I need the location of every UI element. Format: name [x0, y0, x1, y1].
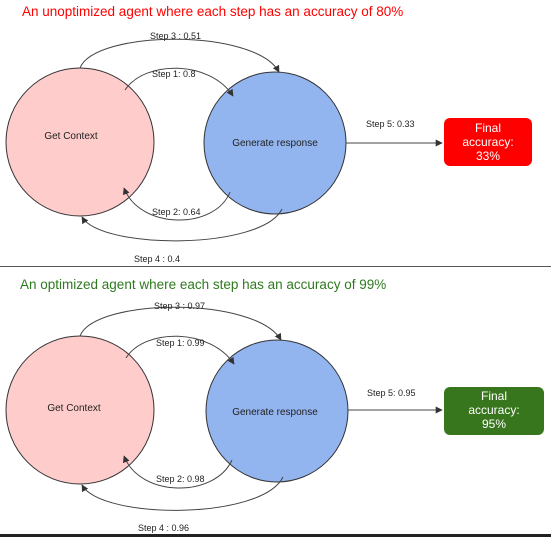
step1-arrow [125, 335, 235, 365]
generate-response-label: Generate response [232, 407, 318, 418]
panel-divider [0, 266, 551, 267]
bottom-border [0, 534, 551, 537]
final-label-line1: Final [481, 389, 507, 403]
step3-arrow [79, 38, 280, 73]
get-context-label: Get Context [44, 131, 98, 142]
step3-label: Step 3 : 0.97 [154, 301, 205, 311]
final-label-line3: 33% [476, 149, 500, 163]
unoptimized-diagram-svg: An unoptimized agent where each step has… [5, 4, 532, 264]
optimized-agent-diagram: An optimized agent where each step has a… [0, 268, 551, 537]
optimized-diagram-svg: An optimized agent where each step has a… [5, 277, 544, 533]
final-label-line3: 95% [482, 417, 506, 431]
step3-label: Step 3 : 0.51 [150, 31, 201, 41]
final-label-line2: accuracy: [468, 403, 519, 417]
step1-arrow [124, 67, 234, 97]
step3-arrow [79, 306, 282, 341]
final-accuracy-box [444, 118, 532, 166]
diagram-title: An optimized agent where each step has a… [20, 277, 386, 292]
step5-label: Step 5: 0.95 [367, 388, 416, 398]
step2-label: Step 2: 0.98 [156, 474, 205, 484]
step2-arrow [122, 455, 233, 489]
step4-arrow [81, 208, 283, 242]
step4-label: Step 4 : 0.4 [134, 254, 180, 264]
diagram-title: An unoptimized agent where each step has… [22, 4, 403, 19]
get-context-label: Get Context [47, 403, 101, 414]
step5-label: Step 5: 0.33 [366, 119, 415, 129]
step2-arrow [122, 187, 231, 221]
step4-arrow [81, 476, 284, 511]
get-context-node [5, 67, 155, 217]
step2-label: Step 2: 0.64 [152, 207, 201, 217]
generate-response-label: Generate response [232, 138, 318, 149]
unoptimized-agent-diagram: An unoptimized agent where each step has… [0, 0, 551, 266]
step1-label: Step 1: 0.99 [156, 338, 205, 348]
final-label-line2: accuracy: [462, 135, 513, 149]
step4-label: Step 4 : 0.96 [138, 523, 189, 533]
step1-label: Step 1: 0.8 [152, 69, 196, 79]
final-label-line1: Final [475, 121, 501, 135]
final-accuracy-box [444, 387, 544, 435]
